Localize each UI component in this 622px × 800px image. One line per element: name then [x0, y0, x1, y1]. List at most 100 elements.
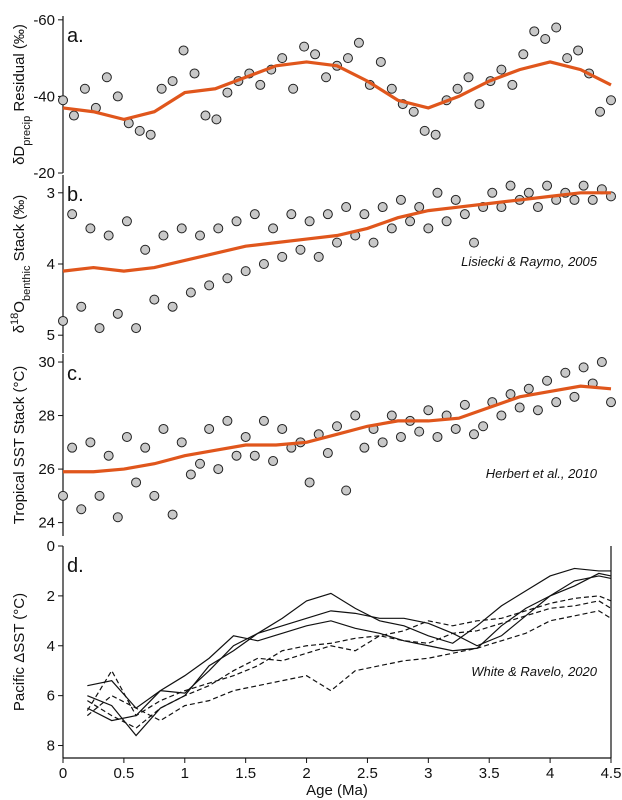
data-point — [286, 209, 297, 220]
data-point — [514, 402, 525, 413]
x-tick-label: 2 — [302, 765, 310, 782]
data-point — [288, 83, 299, 94]
data-point — [569, 194, 580, 205]
data-point — [240, 266, 251, 277]
data-point — [414, 202, 425, 213]
data-point — [542, 375, 553, 386]
series-line — [86, 595, 612, 717]
data-point — [112, 512, 123, 523]
data-point — [386, 223, 397, 234]
data-point — [469, 429, 479, 440]
data-point — [249, 450, 260, 461]
y-axis-label-part: O — [11, 301, 28, 313]
data-point — [474, 99, 485, 110]
data-point — [76, 504, 87, 515]
x-tick-label: 0 — [59, 765, 67, 782]
trend-line — [62, 191, 611, 273]
data-point — [395, 194, 406, 205]
data-point — [167, 76, 178, 87]
data-point — [450, 194, 461, 205]
data-point — [67, 209, 78, 220]
x-tick-label: 2.5 — [357, 765, 378, 782]
data-point — [79, 83, 90, 94]
data-point — [67, 442, 78, 453]
data-point — [140, 442, 151, 453]
data-point — [268, 456, 279, 467]
data-point — [101, 72, 112, 83]
data-point — [532, 405, 543, 416]
data-point — [158, 230, 169, 241]
data-point — [321, 72, 332, 83]
data-point — [211, 114, 222, 125]
data-point — [529, 26, 540, 37]
data-point — [551, 397, 562, 408]
x-axis-label: Age (Ma) — [306, 782, 368, 799]
series-line — [87, 575, 612, 737]
data-point — [313, 251, 324, 262]
data-point — [295, 244, 306, 255]
data-point — [375, 56, 386, 67]
data-point — [441, 216, 452, 227]
y-tick-label: 5 — [47, 327, 55, 344]
data-point — [523, 187, 534, 198]
data-point — [222, 273, 233, 284]
data-point — [578, 362, 589, 373]
data-point — [496, 64, 507, 75]
data-point — [231, 450, 242, 461]
data-point — [134, 125, 145, 136]
data-point — [145, 129, 156, 140]
data-point — [299, 41, 310, 52]
data-point — [359, 209, 370, 220]
data-point — [353, 37, 364, 48]
panel-label: d. — [67, 555, 84, 577]
data-point — [386, 83, 397, 94]
x-tick-label: 1 — [181, 765, 189, 782]
data-point — [573, 45, 584, 56]
data-point — [189, 68, 200, 79]
y-tick-label: -40 — [33, 88, 55, 105]
data-point — [268, 223, 279, 234]
y-tick-label: 0 — [47, 538, 55, 555]
data-point — [595, 106, 606, 117]
data-point — [85, 437, 96, 448]
data-point — [58, 95, 68, 106]
data-point — [419, 125, 430, 136]
data-point — [532, 202, 543, 213]
x-tick-label: 1.5 — [235, 765, 256, 782]
panel-label: b. — [67, 184, 84, 206]
data-point — [304, 477, 315, 488]
data-point — [405, 216, 416, 227]
data-point — [310, 49, 321, 60]
data-point — [395, 431, 406, 442]
data-point — [240, 431, 251, 442]
data-point — [505, 180, 516, 191]
x-tick-label: 4.5 — [601, 765, 622, 782]
data-point — [459, 399, 470, 410]
y-tick-label: 28 — [38, 408, 55, 425]
data-point — [386, 410, 397, 421]
data-point — [58, 315, 68, 326]
y-axis-label-part: benthic — [21, 265, 33, 301]
y-axis-label-part: precip — [21, 116, 33, 146]
y-axis-label-part: δ — [11, 325, 28, 333]
series-line — [87, 572, 612, 722]
series-line — [86, 610, 612, 722]
data-point — [131, 477, 142, 488]
data-point — [578, 180, 589, 191]
data-point — [176, 437, 187, 448]
data-point — [542, 180, 553, 191]
data-point — [222, 87, 233, 98]
source-note: White & Ravelo, 2020 — [471, 664, 598, 679]
data-point — [452, 83, 463, 94]
data-point — [322, 209, 333, 220]
source-note: Lisiecki & Raymo, 2005 — [461, 254, 598, 269]
source-note: Herbert et al., 2010 — [486, 466, 598, 481]
data-point — [103, 450, 114, 461]
data-point — [507, 79, 518, 90]
y-axis-label-part: 18 — [9, 313, 21, 325]
trend-line — [62, 60, 612, 122]
data-point — [423, 405, 434, 416]
data-point — [606, 95, 616, 106]
data-point — [430, 129, 441, 140]
